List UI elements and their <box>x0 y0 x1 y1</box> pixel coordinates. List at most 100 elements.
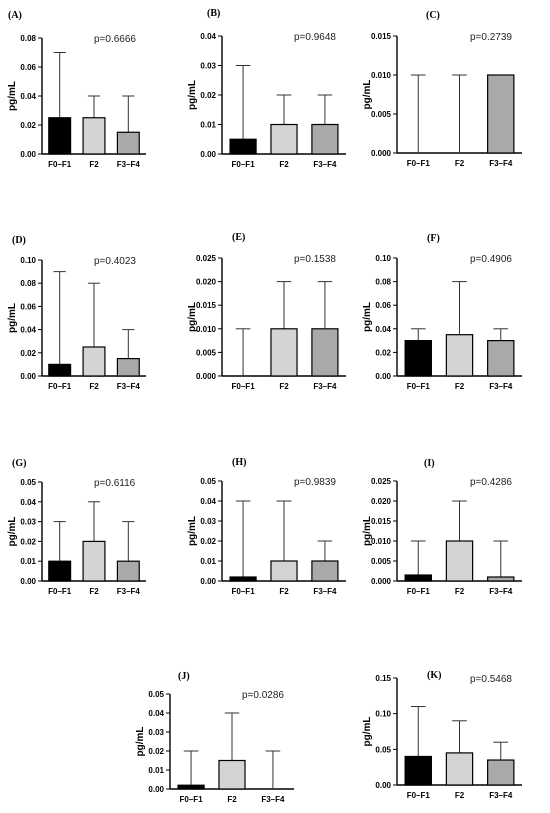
y-tick-label: 0.000 <box>371 149 392 158</box>
panel-label: (C) <box>426 10 440 21</box>
x-tick-label: F3–F4 <box>117 382 141 391</box>
bar-f3-f4 <box>487 576 515 582</box>
p-value: p=0.9648 <box>294 32 336 43</box>
bar-f2 <box>270 123 298 155</box>
p-value: p=0.5468 <box>470 674 512 685</box>
x-tick-label: F3–F4 <box>313 587 337 596</box>
panel-e: (E) p=0.1538 pg/mL 0.000 0.005 0.010 0.015 0.02… <box>187 232 346 391</box>
bar-f3-f4 <box>311 123 339 155</box>
y-tick-label: 0.04 <box>200 32 216 41</box>
y-tick-label: 0.00 <box>20 577 36 586</box>
y-tick-label: 0.015 <box>371 517 392 526</box>
y-tick-label: 0.10 <box>20 256 36 265</box>
bar-f2 <box>445 752 474 786</box>
p-value: p=0.6666 <box>94 34 136 45</box>
bar-f0-f1 <box>229 138 257 155</box>
y-tick-label: 0.025 <box>196 254 217 263</box>
x-tick-label: F0–F1 <box>232 587 256 596</box>
y-axis-label: pg/mL <box>362 80 373 110</box>
y-tick-label: 0.000 <box>196 372 217 381</box>
panel-label: (K) <box>427 670 441 681</box>
panel-label: (H) <box>232 457 246 468</box>
y-axis-label: pg/mL <box>362 717 373 747</box>
y-tick-label: 0.08 <box>375 278 391 287</box>
y-tick-label: 0.03 <box>148 728 164 737</box>
y-tick-label: 0.00 <box>200 577 216 586</box>
y-tick-label: 0.05 <box>148 690 164 699</box>
y-tick-label: 0.03 <box>200 517 216 526</box>
y-tick-label: 0.010 <box>196 325 217 334</box>
x-tick-label: F0–F1 <box>407 382 431 391</box>
y-tick-label: 0.02 <box>20 121 36 130</box>
y-tick-label: 0.05 <box>20 478 36 487</box>
y-tick-label: 0.05 <box>200 477 216 486</box>
y-tick-label: 0.04 <box>20 326 36 335</box>
p-value: p=0.6116 <box>94 478 136 489</box>
p-value: p=0.1538 <box>294 254 336 265</box>
y-tick-label: 0.01 <box>200 557 216 566</box>
x-tick-label: F3–F4 <box>117 587 141 596</box>
x-tick-label: F2 <box>455 791 465 800</box>
y-tick-label: 0.01 <box>200 121 216 130</box>
x-tick-label: F0–F1 <box>48 160 72 169</box>
y-tick-label: 0.00 <box>20 372 36 381</box>
y-tick-label: 0.15 <box>375 674 391 683</box>
y-tick-label: 0.00 <box>375 781 391 790</box>
bar-f3-f4 <box>487 74 515 154</box>
y-tick-label: 0.015 <box>196 301 217 310</box>
y-tick-label: 0.000 <box>371 577 392 586</box>
x-tick-label: F0–F1 <box>48 382 72 391</box>
x-tick-label: F0–F1 <box>407 159 431 168</box>
panel-label: (A) <box>8 10 22 21</box>
x-tick-label: F0–F1 <box>407 791 431 800</box>
x-tick-label: F2 <box>279 587 289 596</box>
p-value: p=0.9839 <box>294 477 336 488</box>
bar-f3-f4 <box>311 328 339 377</box>
y-tick-label: 0.04 <box>200 497 216 506</box>
bar-f3-f4 <box>116 560 140 582</box>
x-tick-label: F2 <box>279 382 289 391</box>
y-tick-label: 0.10 <box>375 710 391 719</box>
x-tick-label: F3–F4 <box>261 795 285 804</box>
y-tick-label: 0.02 <box>200 537 216 546</box>
y-axis-label: pg/mL <box>135 727 146 757</box>
y-tick-label: 0.020 <box>196 278 217 287</box>
x-tick-label: F3–F4 <box>489 587 513 596</box>
y-axis-label: pg/mL <box>187 302 198 332</box>
y-tick-label: 0.005 <box>371 110 392 119</box>
y-tick-label: 0.025 <box>371 477 392 486</box>
bar-f0-f1 <box>48 560 72 582</box>
panel-label: (D) <box>12 235 26 246</box>
x-tick-label: F2 <box>455 159 465 168</box>
x-tick-label: F0–F1 <box>232 160 256 169</box>
y-tick-label: 0.06 <box>375 301 391 310</box>
y-tick-label: 0.08 <box>20 34 36 43</box>
y-tick-label: 0.04 <box>375 325 391 334</box>
x-tick-label: F3–F4 <box>489 382 513 391</box>
bar-f0-f1 <box>177 784 205 790</box>
panel-d: (D) p=0.4023 pg/mL 0.00 0.02 0.04 0.06 0.08 0.10… <box>7 235 146 391</box>
bar-f2 <box>445 334 474 377</box>
y-tick-label: 0.020 <box>371 497 392 506</box>
panel-h: (H) p=0.9839 pg/mL 0.00 0.01 0.02 0.03 0.04 0.05… <box>187 457 346 596</box>
y-axis-label: pg/mL <box>187 516 198 546</box>
x-tick-label: F0–F1 <box>48 587 72 596</box>
panel-label: (I) <box>424 458 435 469</box>
panel-c: (C) p=0.2739 pg/mL 0.000 0.005 0.010 0.015 F0–F… <box>362 10 522 168</box>
y-tick-label: 0.00 <box>200 150 216 159</box>
y-tick-label: 0.015 <box>371 32 392 41</box>
y-axis-label: pg/mL <box>7 517 18 547</box>
bar-f3-f4 <box>116 131 140 155</box>
y-tick-label: 0.01 <box>148 766 164 775</box>
y-axis-label: pg/mL <box>362 302 373 332</box>
bar-f0-f1 <box>48 117 72 155</box>
y-tick-label: 0.03 <box>200 62 216 71</box>
x-tick-label: F2 <box>89 160 99 169</box>
p-value: p=0.0286 <box>242 690 284 701</box>
bar-f2 <box>270 328 298 377</box>
x-tick-label: F3–F4 <box>313 160 337 169</box>
x-tick-label: F2 <box>455 382 465 391</box>
panel-a: (A) p=0.6666 pg/mL 0.00 0.02 0.04 0.06 0.08 F0–F… <box>7 10 146 169</box>
bar-f2 <box>82 117 106 155</box>
panel-i: (I) p=0.4286 pg/mL 0.000 0.005 0.010 0.015 0.02… <box>362 458 522 596</box>
